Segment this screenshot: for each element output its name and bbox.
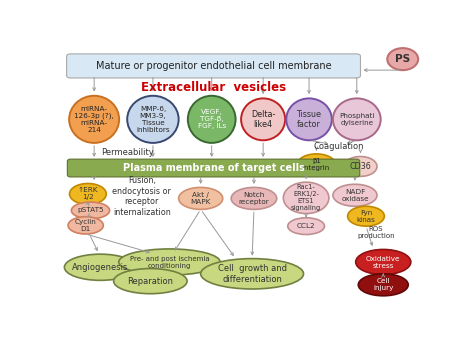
Ellipse shape [288,218,325,235]
Ellipse shape [179,187,223,209]
Text: Tissue
factor: Tissue factor [297,109,321,129]
Ellipse shape [231,187,277,209]
FancyBboxPatch shape [66,54,360,78]
Text: Cell  growth and
differentiation: Cell growth and differentiation [218,264,287,284]
Text: Fusion,
endocytosis or
receptor
internalization: Fusion, endocytosis or receptor internal… [112,176,171,217]
Ellipse shape [283,182,329,214]
Text: miRNA-
126-3p (?),
miRNA-
214: miRNA- 126-3p (?), miRNA- 214 [74,106,114,133]
FancyBboxPatch shape [67,159,360,177]
Text: Permeability: Permeability [101,148,154,157]
Ellipse shape [72,202,109,219]
Ellipse shape [68,217,103,234]
Text: CD36: CD36 [350,162,371,171]
Ellipse shape [241,98,285,140]
Ellipse shape [344,156,377,176]
Text: ROS
production: ROS production [357,226,395,239]
Text: NADF
oxidase: NADF oxidase [341,189,369,202]
Ellipse shape [119,249,220,275]
Text: Akt /
MAPK: Akt / MAPK [191,192,211,205]
Ellipse shape [347,206,384,226]
Ellipse shape [69,96,119,143]
Ellipse shape [333,98,381,140]
Text: Cyclin
D1: Cyclin D1 [75,219,97,232]
Text: Angiogenesis: Angiogenesis [72,263,128,272]
Text: Reparation: Reparation [128,277,173,286]
Text: Plasma membrane of target cells: Plasma membrane of target cells [123,163,304,173]
Ellipse shape [127,96,179,143]
Text: ↑ERK
1/2: ↑ERK 1/2 [78,187,98,201]
Ellipse shape [286,98,332,140]
Ellipse shape [201,259,303,289]
Text: Cell
injury: Cell injury [373,278,393,291]
Text: Coagulation: Coagulation [313,141,364,151]
Ellipse shape [356,250,411,275]
Text: Delta-
like4: Delta- like4 [251,109,275,129]
Text: Rac1-
ERK1/2-
ETS1
signaling: Rac1- ERK1/2- ETS1 signaling [291,184,321,211]
Text: MMP-6,
MM3-9,
Tissue
inhibitors: MMP-6, MM3-9, Tissue inhibitors [136,106,170,133]
Ellipse shape [387,48,418,70]
Text: Pre- and post ischemia
conditioning: Pre- and post ischemia conditioning [130,256,209,269]
Text: VEGF,
TGF-β,
FGF, ILs: VEGF, TGF-β, FGF, ILs [198,109,226,129]
Text: Phosphati
dylserine: Phosphati dylserine [339,113,374,126]
Text: pSTAT5: pSTAT5 [77,207,104,214]
Text: Extracellular  vesicles: Extracellular vesicles [141,81,286,95]
Ellipse shape [64,254,137,280]
Text: CCL2: CCL2 [297,223,315,229]
Text: β1
integrin: β1 integrin [303,158,330,171]
Ellipse shape [70,184,106,204]
Ellipse shape [114,269,187,294]
Ellipse shape [358,274,408,296]
Ellipse shape [188,96,236,143]
Text: Oxidative
stress: Oxidative stress [366,256,401,269]
Ellipse shape [297,154,336,175]
Text: Notch
receptor: Notch receptor [238,192,269,205]
Ellipse shape [333,184,377,206]
Text: Mature or progenitor endothelial cell membrane: Mature or progenitor endothelial cell me… [96,61,331,71]
Text: PS: PS [395,54,410,64]
Text: Fyn
kinas: Fyn kinas [356,210,375,223]
